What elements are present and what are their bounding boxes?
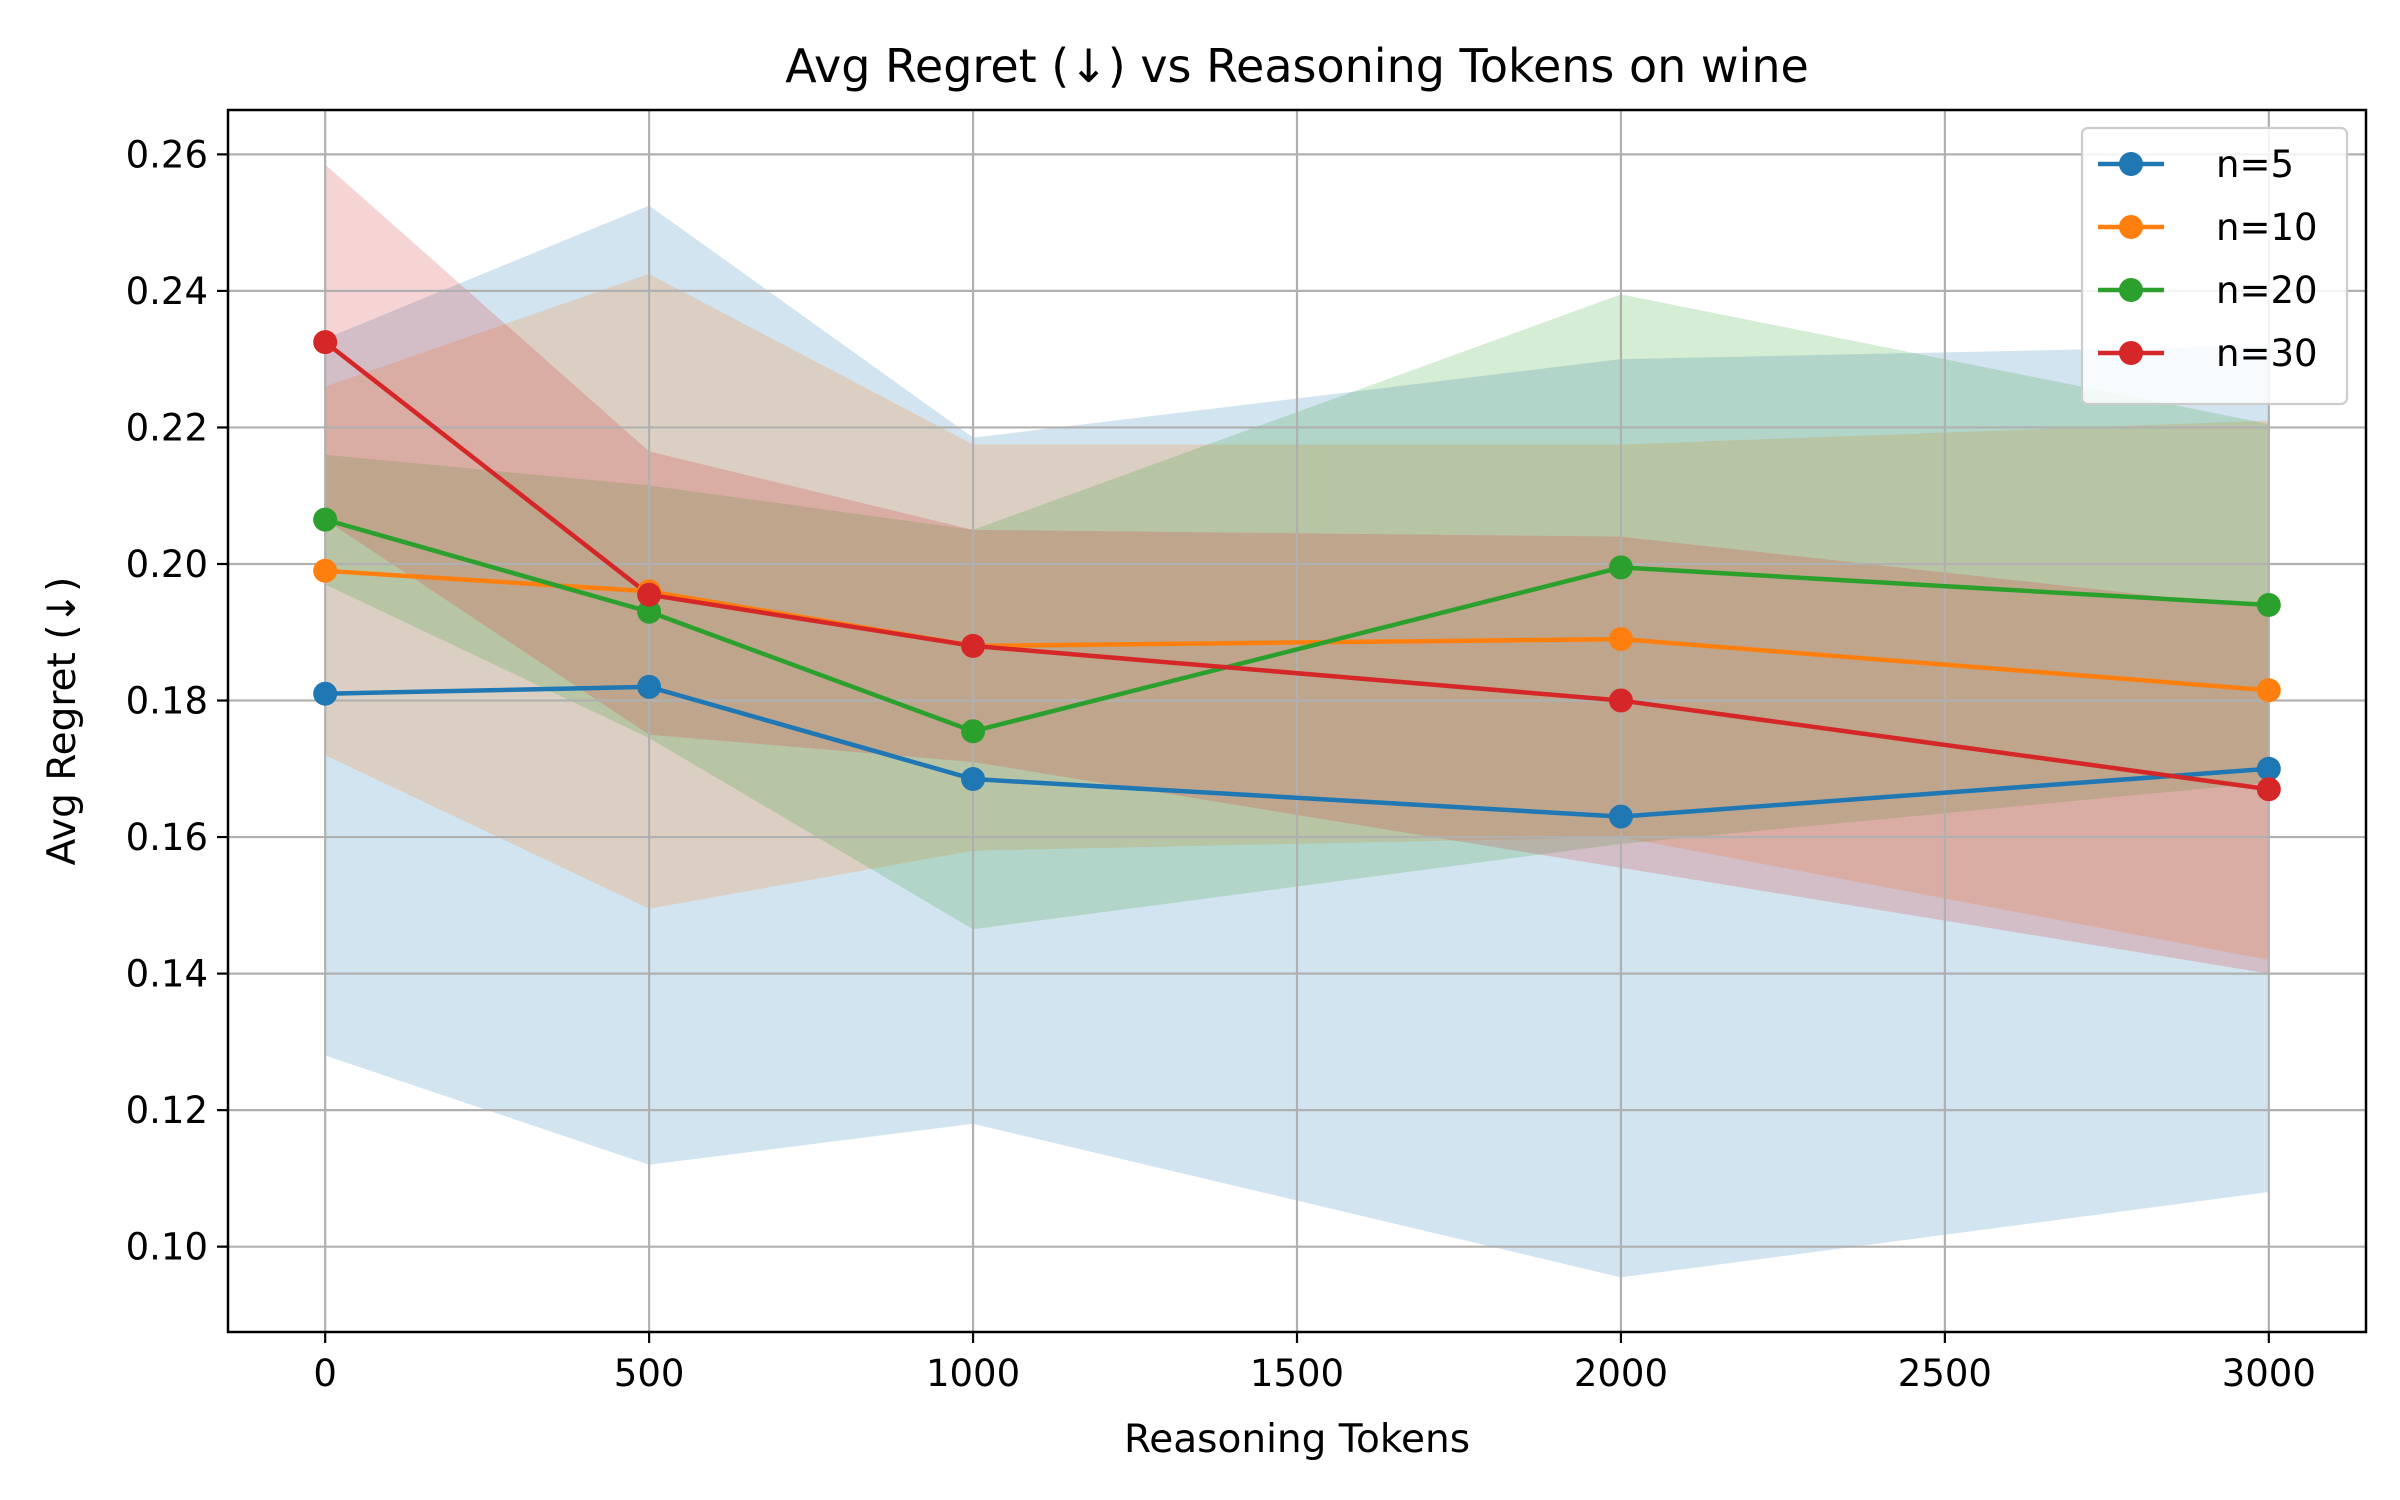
data-point [637, 599, 662, 624]
x-tick-label: 2000 [1574, 1352, 1668, 1395]
y-tick-label: 0.14 [126, 953, 208, 996]
data-point [313, 330, 338, 355]
data-point [2256, 756, 2281, 781]
legend-label: n=30 [2216, 332, 2318, 375]
data-point [637, 674, 662, 699]
grid [228, 110, 2366, 1332]
data-point [637, 582, 662, 607]
legend-swatch-marker [2119, 152, 2143, 176]
x-tick-label: 0 [313, 1352, 337, 1395]
data-point [2256, 592, 2281, 617]
data-point [961, 719, 986, 744]
data-point [1608, 804, 1633, 829]
data-point [2256, 678, 2281, 703]
series-points [313, 330, 2281, 829]
x-tick-label: 500 [614, 1352, 685, 1395]
x-axis-ticks: 0 500 1000 1500 2000 2500 3000 [313, 1332, 2316, 1395]
y-tick-label: 0.26 [126, 133, 208, 176]
y-axis-ticks: 0.10 0.12 0.14 0.16 0.18 0.20 0.22 0.24 0.26 [126, 133, 228, 1269]
y-tick-label: 0.22 [126, 406, 208, 449]
data-point [961, 767, 986, 792]
y-tick-label: 0.20 [126, 543, 208, 586]
chart-title: Avg Regret (↓) vs Reasoning Tokens on wi… [785, 39, 1809, 93]
x-axis-title: Reasoning Tokens [1124, 1417, 1470, 1462]
legend-swatch-marker [2119, 341, 2143, 365]
data-point [313, 681, 338, 706]
y-tick-label: 0.16 [126, 816, 208, 859]
y-tick-label: 0.18 [126, 680, 208, 723]
y-tick-label: 0.12 [126, 1089, 208, 1132]
legend-label: n=5 [2216, 143, 2294, 186]
legend: n=5 n=10 n=20 n=30 [2080, 126, 2349, 406]
y-tick-label: 0.10 [126, 1226, 208, 1269]
legend-swatch-marker [2119, 215, 2143, 239]
data-point [313, 558, 338, 583]
data-point [961, 633, 986, 658]
data-point [1608, 688, 1633, 713]
legend-label: n=10 [2216, 206, 2318, 249]
data-point [1608, 627, 1633, 652]
legend-box [2080, 126, 2349, 406]
legend-swatch-marker [2119, 278, 2143, 302]
data-point [313, 507, 338, 532]
y-tick-label: 0.24 [126, 270, 208, 313]
x-tick-label: 3000 [2222, 1352, 2316, 1395]
x-tick-label: 1000 [926, 1352, 1020, 1395]
data-point [2256, 777, 2281, 802]
y-axis-title: Avg Regret (↓) [40, 577, 85, 866]
legend-label: n=20 [2216, 269, 2318, 312]
x-tick-label: 2500 [1898, 1352, 1992, 1395]
x-tick-label: 1500 [1250, 1352, 1344, 1395]
data-point [1608, 555, 1633, 580]
